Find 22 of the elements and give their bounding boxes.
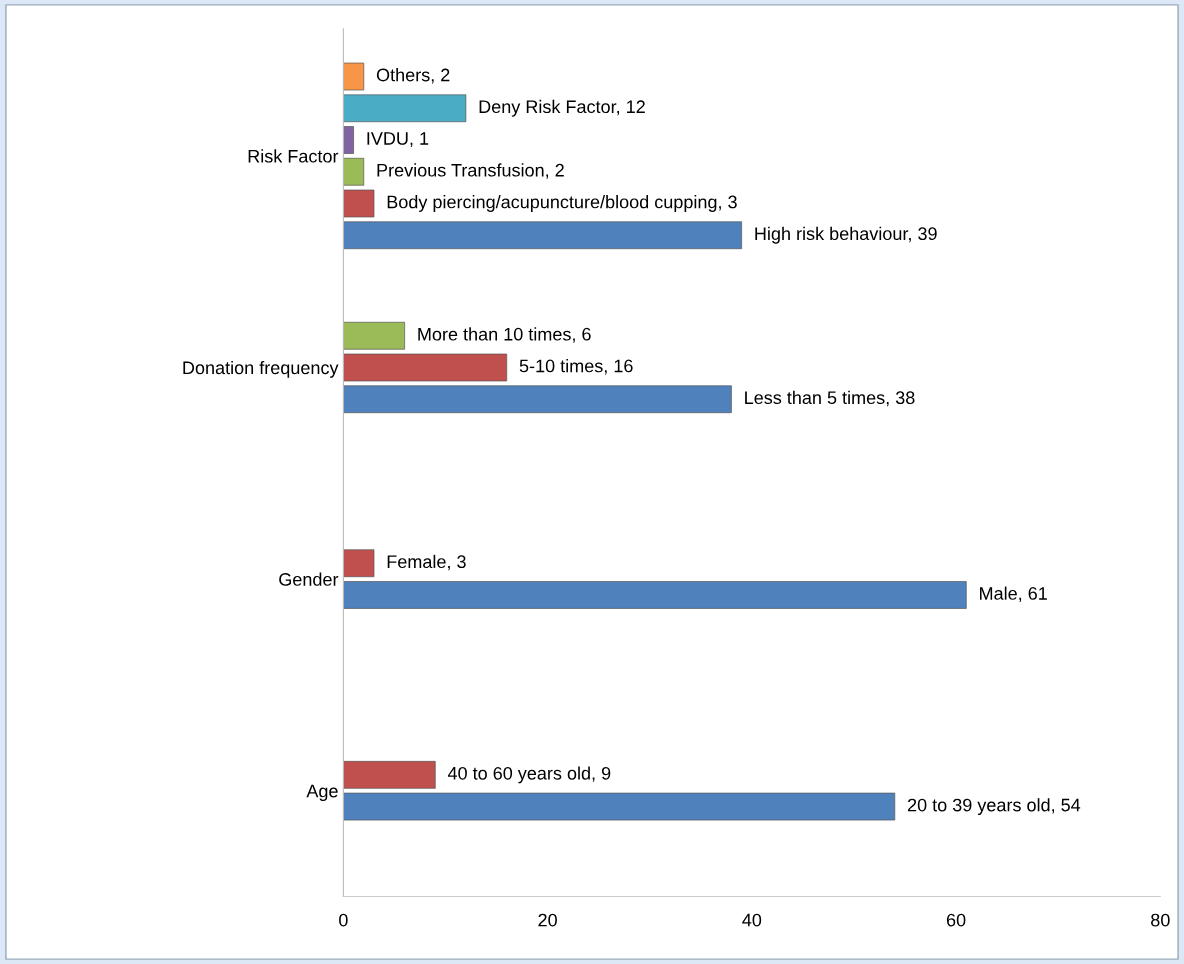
- x-tick-label: 0: [339, 913, 348, 927]
- x-tick-label: 80: [1151, 913, 1170, 927]
- data-label: 40 to 60 years old, 9: [447, 766, 611, 784]
- data-label: More than 10 times, 6: [418, 327, 591, 343]
- y-tick-label: Donation frequency: [183, 360, 339, 378]
- data-label: 20 to 39 years old, 54: [907, 798, 1081, 815]
- data-label: High risk behaviour, 39: [755, 226, 937, 244]
- data-label: Less than 5 times, 38: [745, 390, 915, 407]
- y-tick-label: Risk Factor: [248, 149, 339, 163]
- data-label: 5-10 times, 16: [519, 359, 633, 375]
- data-label: Female, 3: [387, 554, 466, 571]
- data-label: Body piercing/acupuncture/blood cupping, 3: [387, 195, 737, 212]
- x-tick-label: 20: [538, 913, 557, 927]
- data-label: IVDU, 1: [367, 132, 429, 147]
- y-tick-label: Age: [306, 784, 338, 801]
- y-tick-label: Gender: [279, 572, 339, 586]
- data-label: Male, 61: [980, 586, 1047, 602]
- data-label: Others, 2: [376, 68, 450, 84]
- x-tick-label: 40: [742, 913, 762, 927]
- x-tick-label: 60: [946, 913, 966, 927]
- data-label: Deny Risk Factor, 12: [479, 99, 645, 117]
- data-label: Previous Transfusion, 2: [377, 163, 564, 179]
